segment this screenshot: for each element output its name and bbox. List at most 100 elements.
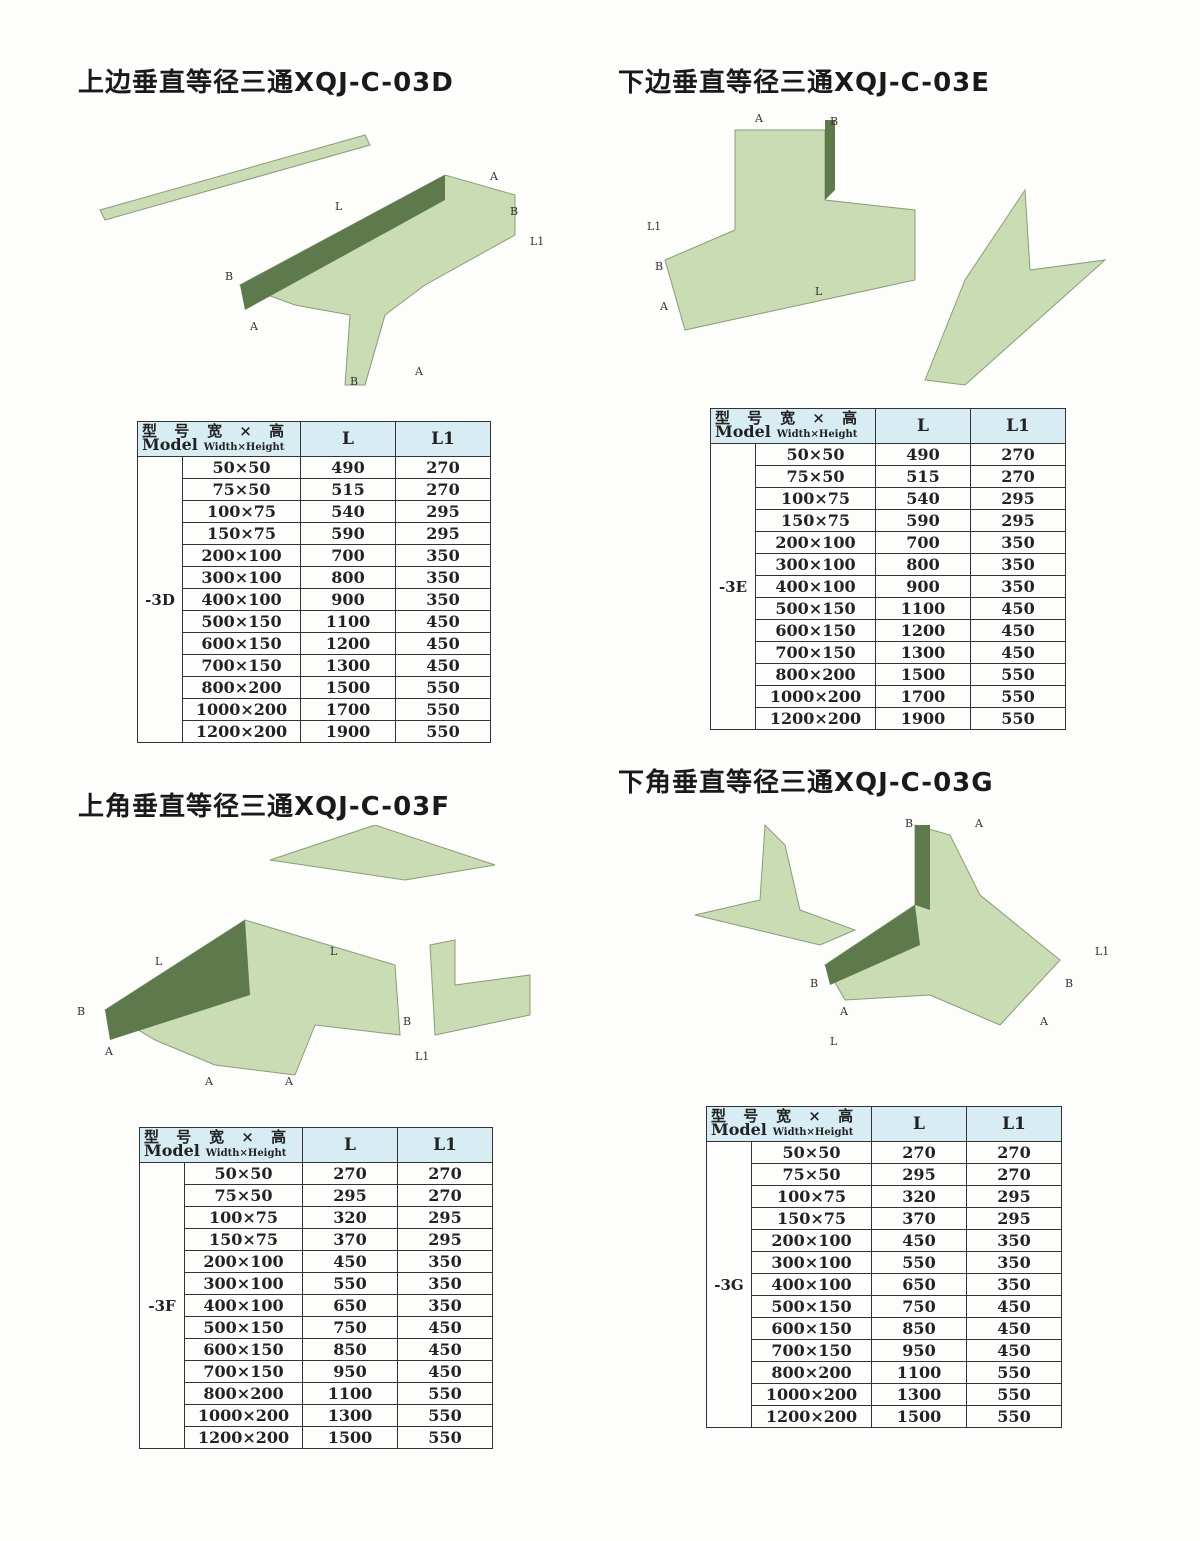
table-row: 300×100 550 350 — [140, 1272, 493, 1295]
svg-text:B: B — [830, 115, 838, 128]
l-cell: 1700 — [300, 698, 396, 721]
svg-text:L: L — [335, 200, 343, 213]
size-cell: 1000×200 — [751, 1383, 872, 1406]
l-cell: 1500 — [875, 663, 971, 686]
svg-text:B: B — [905, 817, 913, 830]
l-cell: 850 — [302, 1338, 398, 1361]
svg-text:B: B — [655, 260, 663, 273]
table-row: 1200×200 1900 550 — [711, 707, 1066, 730]
l-cell: 515 — [300, 478, 396, 501]
tee-03d-illustration: L A B L1 B A B A — [99, 134, 544, 388]
table-row: 150×75 590 295 — [711, 509, 1066, 532]
table-row: 1000×200 1700 550 — [138, 698, 491, 721]
l1-cell: 295 — [397, 1206, 493, 1229]
l1-cell: 450 — [395, 610, 491, 633]
size-cell: 75×50 — [755, 465, 876, 488]
l1-cell: 350 — [966, 1251, 1062, 1274]
l1-cell: 350 — [397, 1294, 493, 1317]
l1-cell: 295 — [970, 487, 1066, 510]
l1-cell: 350 — [966, 1229, 1062, 1252]
l-cell: 850 — [871, 1317, 967, 1340]
l-cell: 1500 — [302, 1426, 398, 1449]
svg-text:B: B — [225, 270, 233, 283]
size-cell: 800×200 — [182, 676, 301, 699]
l-cell: 450 — [871, 1229, 967, 1252]
size-cell: 100×75 — [755, 487, 876, 510]
size-cell: 75×50 — [182, 478, 301, 501]
svg-text:A: A — [659, 300, 669, 313]
model-size-header: 型 号 宽 × 高 Model Width×Height — [706, 1106, 872, 1142]
l-cell: 270 — [871, 1141, 967, 1164]
l-cell: 590 — [875, 509, 971, 532]
model-size-header: 型 号 宽 × 高 Model Width×Height — [710, 408, 876, 444]
table-row: 200×100 450 350 — [140, 1250, 493, 1273]
l-cell: 950 — [302, 1360, 398, 1383]
size-cell: 50×50 — [184, 1162, 303, 1185]
col-l-header: L — [875, 408, 971, 444]
l1-cell: 270 — [397, 1184, 493, 1207]
table-row: 100×75 540 295 — [711, 487, 1066, 510]
l1-cell: 295 — [397, 1228, 493, 1251]
size-cell: 200×100 — [751, 1229, 872, 1252]
table-row: 1000×200 1700 550 — [711, 685, 1066, 708]
l1-cell: 350 — [397, 1272, 493, 1295]
svg-text:A: A — [414, 365, 424, 378]
svg-text:A: A — [249, 320, 259, 333]
svg-text:L: L — [830, 1035, 838, 1048]
table-header-row: 型 号 宽 × 高 Model Width×Height L L1 — [139, 1127, 493, 1163]
l1-cell: 270 — [397, 1162, 493, 1185]
table-row: 500×150 750 450 — [707, 1295, 1062, 1318]
l1-cell: 450 — [970, 641, 1066, 664]
size-cell: 75×50 — [184, 1184, 303, 1207]
size-cell: 1200×200 — [751, 1405, 872, 1428]
size-cell: 300×100 — [755, 553, 876, 576]
l1-cell: 350 — [395, 566, 491, 589]
svg-text:L: L — [330, 945, 338, 958]
col-l1-header: L1 — [397, 1127, 493, 1163]
size-cell: 200×100 — [182, 544, 301, 567]
table-row: 400×100 650 350 — [707, 1273, 1062, 1296]
model-group: -3F — [139, 1162, 185, 1449]
size-cell: 75×50 — [751, 1163, 872, 1186]
size-cell: 1000×200 — [184, 1404, 303, 1427]
l-cell: 490 — [875, 443, 971, 466]
col-l1-header: L1 — [395, 421, 491, 457]
svg-text:B: B — [810, 977, 818, 990]
l-cell: 700 — [875, 531, 971, 554]
l1-cell: 450 — [970, 597, 1066, 620]
size-cell: 600×150 — [184, 1338, 303, 1361]
l-cell: 490 — [300, 456, 396, 479]
l1-cell: 450 — [395, 654, 491, 677]
l1-cell: 350 — [395, 588, 491, 611]
l-cell: 800 — [300, 566, 396, 589]
l1-cell: 450 — [397, 1338, 493, 1361]
table-row: 700×150 1300 450 — [711, 641, 1066, 664]
l-cell: 1300 — [300, 654, 396, 677]
l-cell: 370 — [871, 1207, 967, 1230]
l1-cell: 550 — [395, 676, 491, 699]
table-row: 800×200 1500 550 — [138, 676, 491, 699]
svg-text:B: B — [350, 375, 358, 388]
l1-cell: 295 — [395, 522, 491, 545]
model-group: -3G — [706, 1141, 752, 1428]
l1-cell: 450 — [966, 1339, 1062, 1362]
table-row: 800×200 1100 550 — [707, 1361, 1062, 1384]
l-cell: 1100 — [871, 1361, 967, 1384]
l1-cell: 350 — [970, 575, 1066, 598]
l-cell: 1500 — [300, 676, 396, 699]
l1-cell: 550 — [397, 1404, 493, 1427]
size-cell: 800×200 — [184, 1382, 303, 1405]
table-row: 500×150 1100 450 — [711, 597, 1066, 620]
l1-cell: 450 — [966, 1317, 1062, 1340]
table-row: 700×150 950 450 — [707, 1339, 1062, 1362]
l-cell: 450 — [302, 1250, 398, 1273]
table-row: 800×200 1100 550 — [140, 1382, 493, 1405]
table-row: 200×100 450 350 — [707, 1229, 1062, 1252]
svg-text:B: B — [1065, 977, 1073, 990]
l1-cell: 450 — [966, 1295, 1062, 1318]
table-row: 200×100 700 350 — [138, 544, 491, 567]
l-cell: 650 — [871, 1273, 967, 1296]
col-l1-header: L1 — [970, 408, 1066, 444]
size-cell: 100×75 — [182, 500, 301, 523]
